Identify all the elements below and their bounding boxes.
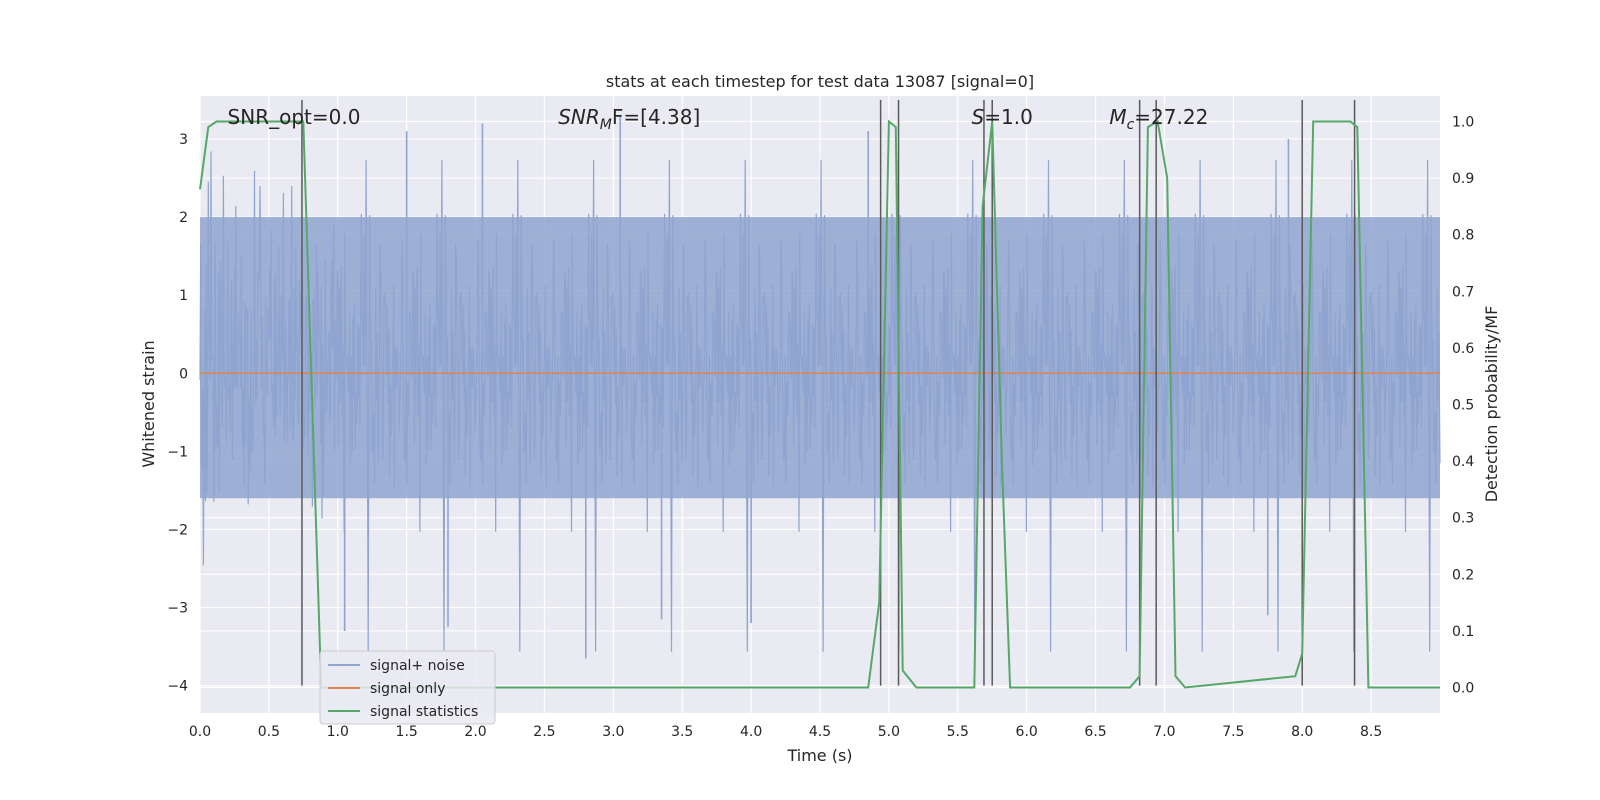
y-tick-label: 3 <box>179 132 188 148</box>
y-tick-label: −3 <box>167 601 188 617</box>
noise-series <box>199 115 1441 659</box>
y2-tick-label: 0.4 <box>1452 454 1474 470</box>
y2-tick-label: 0.3 <box>1452 511 1474 527</box>
legend-box <box>319 650 496 725</box>
x-tick-label: 2.0 <box>464 724 486 740</box>
x-tick-label: 4.5 <box>809 724 831 740</box>
y-tick-label: −2 <box>167 522 188 538</box>
y2-axis-label: Detection probability/MF <box>1482 306 1501 503</box>
annotations: SNR_opt=0.0 SNRMF=[4.38] S=1.0 Mc=27.22 <box>228 105 1209 133</box>
y2-tick-label: 0.0 <box>1452 681 1474 697</box>
annotation-text: SNR_opt=0.0 <box>228 105 361 129</box>
x-tick-label: 6.0 <box>1016 724 1038 740</box>
y2-tick-label: 0.8 <box>1452 228 1474 244</box>
y2-tick-label: 0.2 <box>1452 567 1474 583</box>
x-tick-label: 1.5 <box>396 724 418 740</box>
x-tick-label: 4.0 <box>740 724 762 740</box>
y-tick-label: 1 <box>179 288 188 304</box>
x-tick-label: 0.5 <box>258 724 280 740</box>
annotation-text: SNRMF=[4.38] <box>558 105 700 133</box>
ticks: 0.0 0.5 1.0 1.5 2.0 2.5 3.0 3.5 4.0 4.5 5.0 5.5 6.0 6… <box>167 114 1474 740</box>
x-tick-label: 2.5 <box>533 724 555 740</box>
legend-label: signal statistics <box>370 704 478 720</box>
x-tick-label: 3.5 <box>671 724 693 740</box>
annotation-text: S=1.0 <box>972 105 1033 129</box>
annotation-text: Mc=27.22 <box>1109 105 1208 133</box>
x-tick-label: 0.0 <box>189 724 211 740</box>
y-tick-label: −4 <box>167 679 188 695</box>
y2-tick-label: 0.9 <box>1452 171 1474 187</box>
y2-tick-label: 0.5 <box>1452 398 1474 414</box>
legend: signal+ noise signal only signal statistic… <box>319 650 496 725</box>
y2-tick-label: 1.0 <box>1452 114 1474 130</box>
y2-tick-label: 0.7 <box>1452 284 1474 300</box>
x-axis-label: Time (s) <box>786 746 852 765</box>
chart-title: stats at each timestep for test data 130… <box>606 72 1034 91</box>
x-tick-label: 5.5 <box>947 724 969 740</box>
y-tick-label: 2 <box>179 210 188 226</box>
legend-label: signal only <box>370 681 445 697</box>
legend-label: signal+ noise <box>370 658 465 674</box>
x-tick-label: 8.5 <box>1360 724 1382 740</box>
x-tick-label: 8.0 <box>1291 724 1313 740</box>
x-tick-label: 6.5 <box>1084 724 1106 740</box>
y-axis-label: Whitened strain <box>139 340 158 467</box>
x-tick-label: 7.5 <box>1222 724 1244 740</box>
y-tick-label: −1 <box>167 444 188 460</box>
y-tick-label: 0 <box>179 366 188 382</box>
y2-tick-label: 0.1 <box>1452 624 1474 640</box>
noise-trace <box>199 151 1441 652</box>
x-tick-label: 1.0 <box>327 724 349 740</box>
x-tick-label: 5.0 <box>878 724 900 740</box>
y2-tick-label: 0.6 <box>1452 341 1474 357</box>
x-tick-label: 3.0 <box>602 724 624 740</box>
x-tick-label: 7.0 <box>1153 724 1175 740</box>
